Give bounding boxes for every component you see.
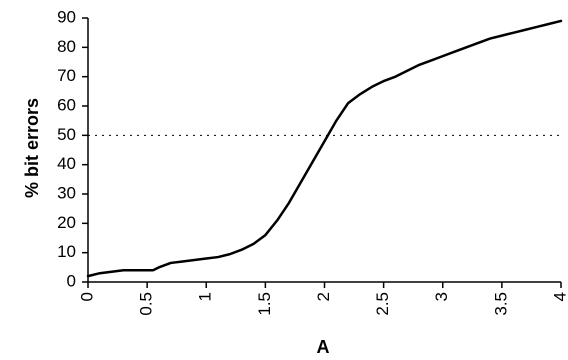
y-tick-label: 60 [57,95,76,114]
x-axis-title: A [317,337,330,357]
x-axis-ticks: 0 0.5 1 1.5 2 2.5 3 3.5 4 [77,282,568,316]
y-tick-label: 70 [57,66,76,85]
y-tick-label: 0 [67,271,76,290]
x-tick-label: 2.5 [373,292,392,316]
x-tick-label: 3.5 [491,292,510,316]
y-tick-label: 40 [57,154,76,173]
x-tick-label: 4 [550,292,568,301]
y-axis-ticks: 0 10 20 30 40 50 60 70 80 90 [57,7,88,290]
y-tick-label: 30 [57,183,76,202]
x-tick-label: 1 [196,292,215,301]
y-tick-label: 90 [57,7,76,26]
x-tick-label: 3 [432,292,451,301]
x-tick-label: 2 [314,292,333,301]
y-axis-title: % bit errors [22,98,42,198]
x-tick-label: 1.5 [255,292,274,316]
y-tick-label: 10 [57,242,76,261]
x-tick-label: 0.5 [137,292,156,316]
x-tick-label: 0 [77,292,96,301]
y-tick-label: 80 [57,37,76,56]
y-tick-label: 50 [57,125,76,144]
y-tick-label: 20 [57,213,76,232]
bit-error-curve [86,19,563,278]
